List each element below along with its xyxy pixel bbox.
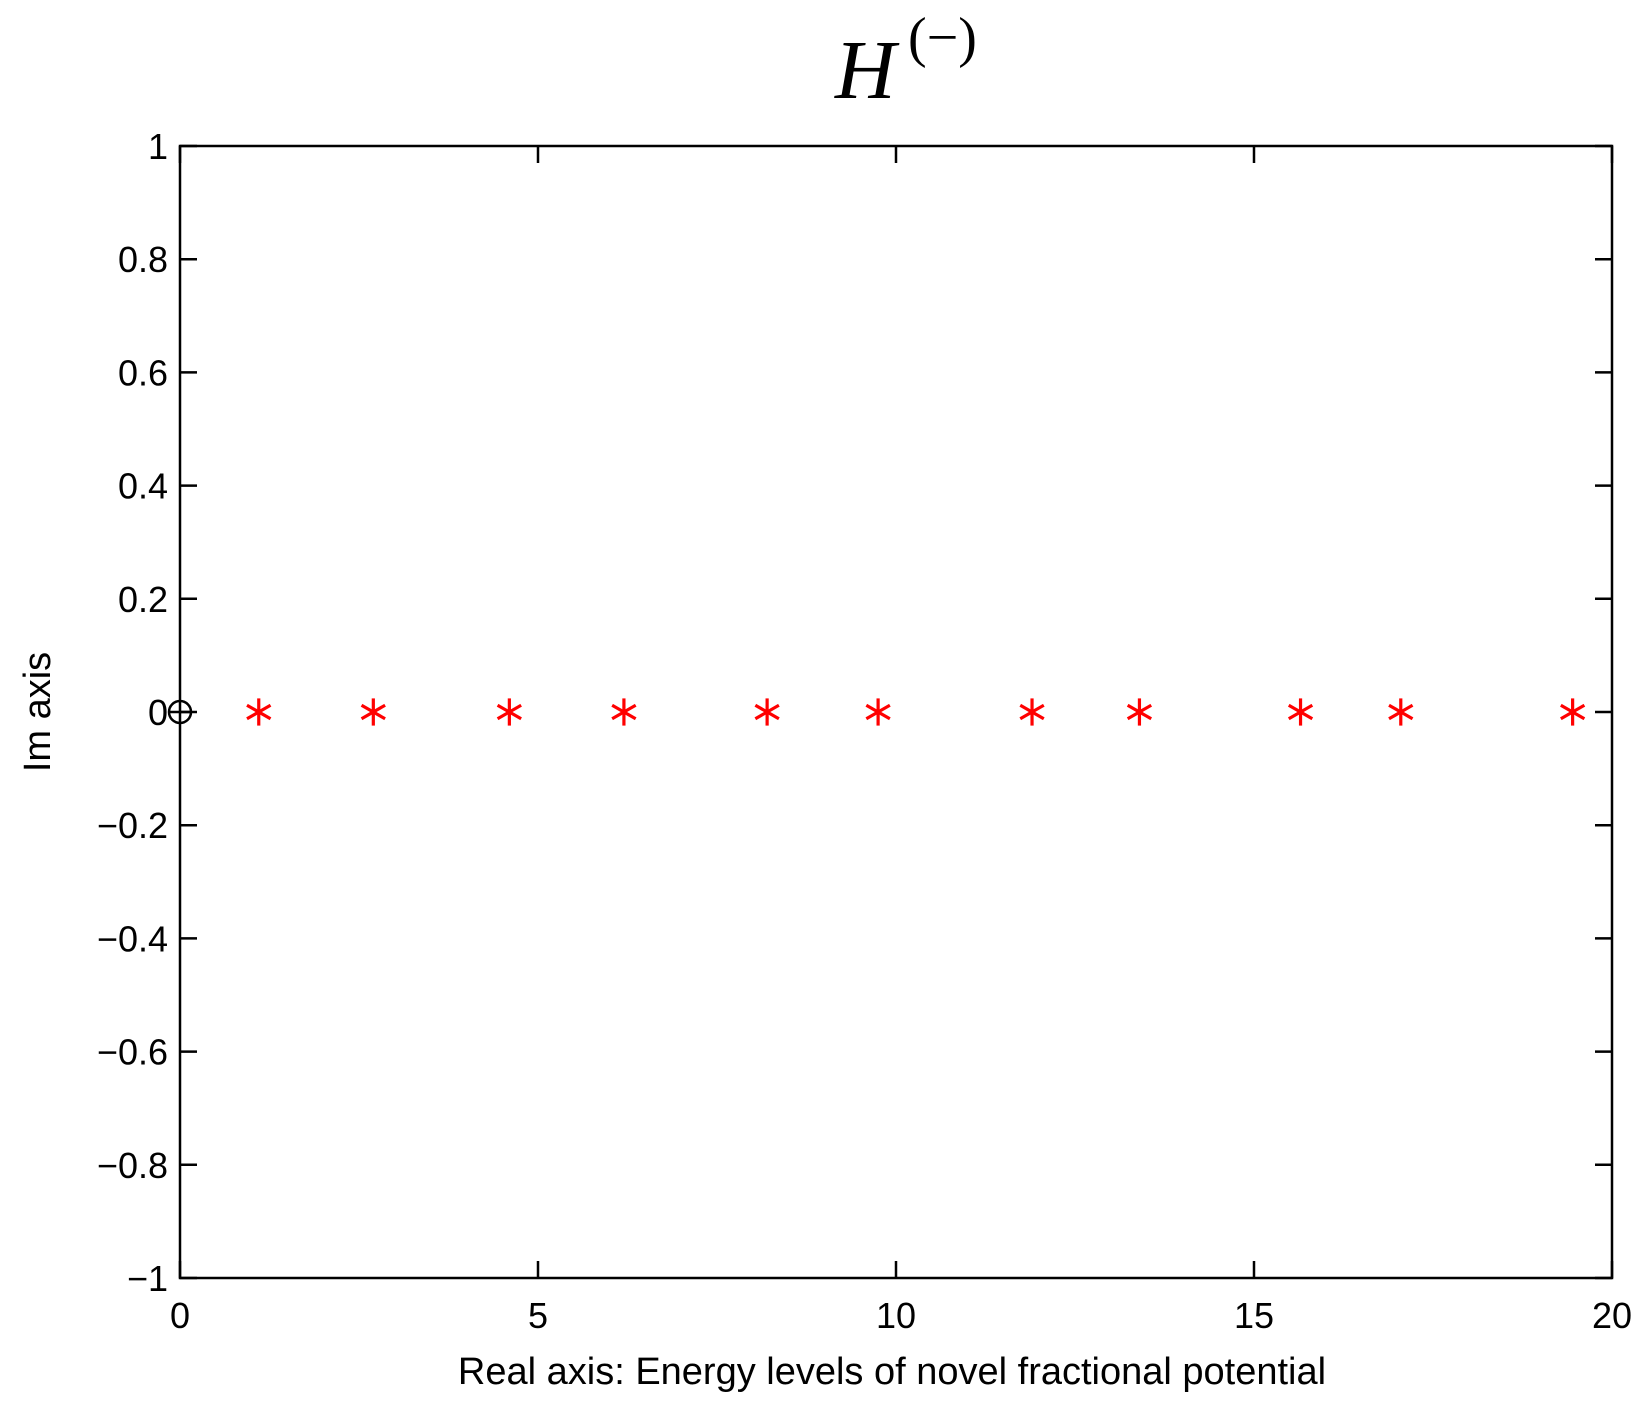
data-points [167, 698, 1586, 726]
x-axis-ticks: 0 5 10 15 20 [170, 146, 1632, 1336]
chart-title: H (−) [834, 7, 977, 117]
chart-title-superscript: (−) [908, 7, 977, 69]
x-tick-label: 20 [1592, 1295, 1632, 1336]
data-point-asterisk [1388, 698, 1414, 726]
y-axis-ticks: 1 0.8 0.6 0.4 0.2 0 −0.2 −0.4 −0.6 −0.8 −1 [97, 126, 1612, 1299]
data-point-asterisk [496, 698, 522, 726]
data-point-asterisk [1019, 698, 1045, 726]
y-tick-label: −0.8 [97, 1145, 168, 1186]
data-point-asterisk [611, 698, 637, 726]
x-tick-label: 0 [170, 1295, 190, 1336]
y-tick-label: 1 [148, 126, 168, 167]
y-axis-label: Im axis [17, 652, 59, 772]
data-point-origin-marker [167, 699, 193, 725]
data-point-asterisk [1287, 698, 1314, 726]
y-tick-label: 0.6 [118, 352, 168, 393]
data-point-asterisk [754, 698, 780, 726]
data-point-asterisk [246, 698, 272, 726]
data-point-asterisk [865, 698, 891, 726]
chart-title-base: H [834, 24, 900, 117]
y-tick-label: 0.8 [118, 239, 168, 280]
y-tick-label: −0.2 [97, 805, 168, 846]
x-tick-label: 10 [876, 1295, 916, 1336]
data-point-asterisk [360, 698, 386, 726]
y-tick-label: −0.4 [97, 918, 168, 959]
y-tick-label: −1 [127, 1258, 168, 1299]
x-tick-label: 15 [1234, 1295, 1274, 1336]
data-point-asterisk [1126, 698, 1153, 726]
y-tick-label: 0.2 [118, 579, 168, 620]
x-tick-label: 5 [528, 1295, 548, 1336]
x-axis-label: Real axis: Energy levels of novel fracti… [458, 1351, 1326, 1393]
y-tick-label: 0.4 [118, 466, 168, 507]
y-tick-label: 0 [148, 692, 168, 733]
data-point-asterisk [1560, 698, 1586, 726]
y-tick-label: −0.6 [97, 1032, 168, 1073]
